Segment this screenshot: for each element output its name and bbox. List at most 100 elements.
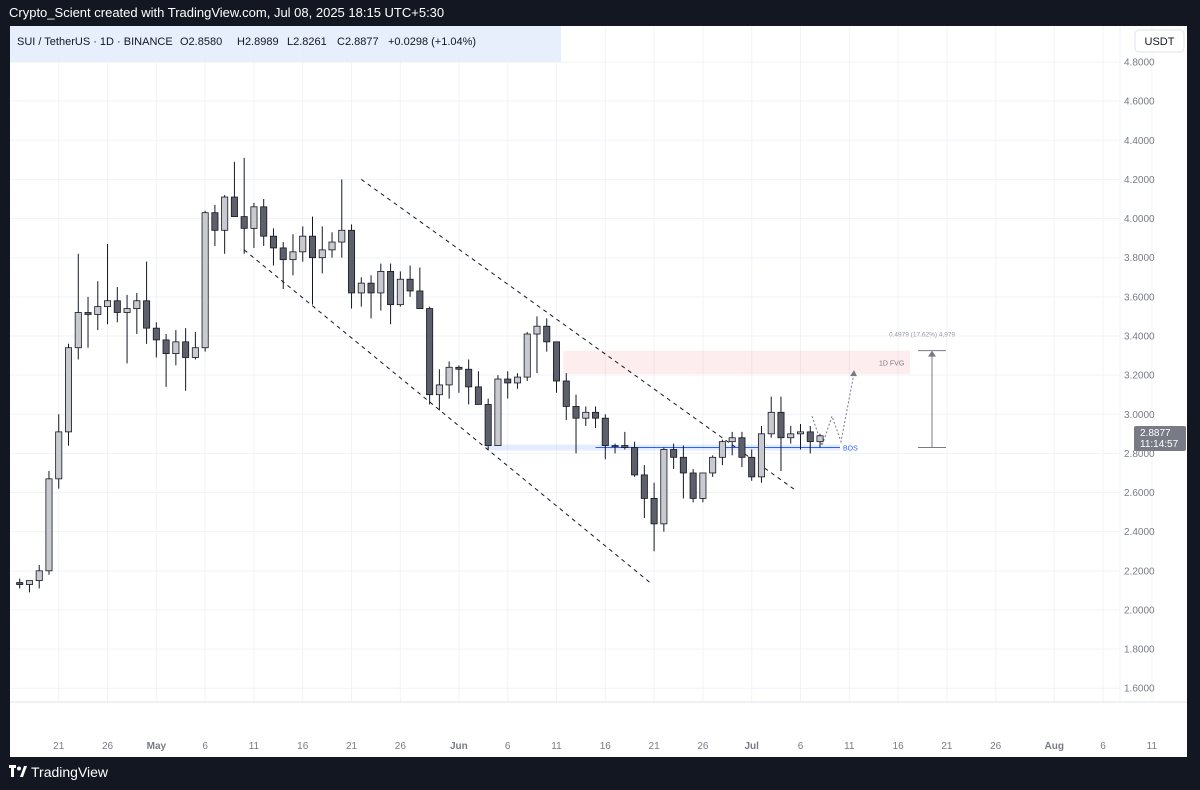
candle[interactable] — [533, 316, 541, 374]
candle[interactable] — [35, 564, 43, 589]
candle-body-down — [465, 368, 473, 388]
x-axis-tick-label: 11 — [844, 741, 855, 752]
candle-body-down — [601, 417, 609, 446]
legend-symbol[interactable]: SUI / TetherUS · 1D · BINANCE — [17, 36, 173, 48]
candle[interactable] — [406, 265, 414, 297]
candle[interactable] — [338, 179, 346, 258]
candle[interactable] — [631, 441, 639, 477]
candle[interactable] — [25, 580, 33, 593]
candle[interactable] — [513, 373, 521, 389]
candle[interactable] — [279, 242, 287, 290]
candle[interactable] — [562, 373, 570, 421]
candle[interactable] — [728, 431, 736, 456]
candle[interactable] — [670, 443, 678, 470]
candle[interactable] — [738, 431, 746, 468]
candle[interactable] — [660, 447, 668, 532]
candle[interactable] — [162, 334, 170, 387]
candle[interactable] — [94, 281, 102, 331]
candle[interactable] — [699, 472, 707, 503]
candle[interactable] — [767, 396, 775, 438]
candle[interactable] — [348, 224, 356, 309]
candle[interactable] — [396, 271, 404, 307]
candle[interactable] — [621, 431, 629, 450]
price-chart[interactable]: 1D FVG BOS 0.4979 (17.62%) 4,979 1.60001… — [10, 26, 1187, 757]
candle[interactable] — [601, 414, 609, 460]
candle[interactable] — [797, 424, 805, 450]
price-range-measure[interactable] — [918, 350, 946, 449]
candle[interactable] — [260, 198, 268, 246]
candle[interactable] — [494, 375, 502, 446]
candle[interactable] — [455, 365, 463, 393]
candle[interactable] — [679, 445, 687, 499]
candle[interactable] — [650, 482, 658, 552]
candle[interactable] — [152, 322, 160, 358]
candle[interactable] — [387, 263, 395, 325]
candle[interactable] — [523, 332, 531, 381]
candle[interactable] — [113, 287, 121, 323]
candle[interactable] — [367, 275, 375, 319]
candle[interactable] — [123, 294, 131, 364]
fvg-zone[interactable] — [563, 350, 910, 375]
candle[interactable] — [484, 398, 492, 450]
candle[interactable] — [709, 455, 717, 477]
candle[interactable] — [377, 263, 385, 311]
candle[interactable] — [816, 433, 824, 448]
candle[interactable] — [640, 465, 648, 518]
candle[interactable] — [748, 449, 756, 481]
candle[interactable] — [221, 195, 229, 254]
candle[interactable] — [328, 232, 336, 258]
candle[interactable] — [289, 234, 297, 276]
candle[interactable] — [308, 216, 316, 305]
candle[interactable] — [65, 343, 73, 446]
candle[interactable] — [269, 228, 277, 266]
candle[interactable] — [592, 406, 600, 428]
projected-path[interactable] — [811, 373, 855, 448]
x-axis-tick-label: 6 — [798, 741, 804, 752]
candle[interactable] — [474, 371, 482, 405]
candle-body-down — [631, 447, 639, 476]
candle[interactable] — [777, 396, 785, 472]
candle[interactable] — [240, 157, 248, 254]
candle[interactable] — [553, 341, 561, 393]
candle[interactable] — [465, 359, 473, 405]
measure-arrowhead — [928, 350, 936, 357]
candle[interactable] — [572, 394, 580, 454]
candle-body-up — [172, 341, 180, 354]
candle[interactable] — [250, 202, 258, 248]
candle[interactable] — [104, 244, 112, 325]
candle[interactable] — [299, 226, 307, 262]
candle-body-up — [494, 378, 502, 446]
chart-panel[interactable]: 1D FVG BOS 0.4979 (17.62%) 4,979 1.6000 1… — [10, 26, 1187, 757]
candle[interactable] — [689, 469, 697, 503]
candle[interactable] — [504, 371, 512, 399]
candle[interactable] — [357, 277, 365, 307]
candle[interactable] — [172, 330, 180, 366]
candle[interactable] — [143, 261, 151, 344]
candle[interactable] — [611, 443, 619, 454]
candle[interactable] — [230, 161, 238, 218]
candle[interactable] — [426, 306, 434, 405]
legend-high: H2.8989 — [237, 36, 279, 48]
candle[interactable] — [318, 226, 326, 274]
candle[interactable] — [757, 426, 765, 483]
candle[interactable] — [191, 332, 199, 360]
candle[interactable] — [211, 204, 219, 246]
candle[interactable] — [84, 296, 92, 348]
channel-upper-line[interactable] — [361, 179, 797, 491]
currency-button[interactable] — [1134, 29, 1185, 53]
candle[interactable] — [445, 361, 453, 399]
candle[interactable] — [133, 292, 141, 335]
candle[interactable] — [55, 414, 63, 489]
candle[interactable] — [16, 578, 24, 589]
candle[interactable] — [182, 328, 190, 391]
candle[interactable] — [806, 426, 814, 454]
candle[interactable] — [201, 210, 209, 352]
candle[interactable] — [416, 267, 424, 309]
candle[interactable] — [543, 318, 551, 352]
candle[interactable] — [435, 369, 443, 411]
candle[interactable] — [787, 426, 795, 444]
candle[interactable] — [718, 439, 726, 466]
candle[interactable] — [74, 253, 82, 360]
candle[interactable] — [582, 406, 590, 427]
candle[interactable] — [45, 471, 53, 575]
